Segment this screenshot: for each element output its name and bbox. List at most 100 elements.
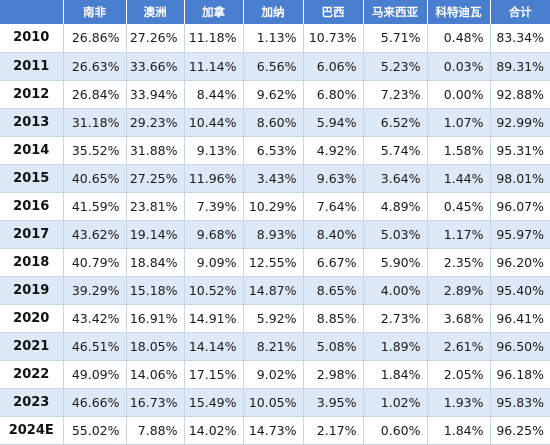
value-cell: 96.41% [490, 304, 550, 333]
value-cell: 14.02% [184, 416, 244, 445]
value-cell: 4.92% [303, 136, 364, 165]
value-cell: 8.44% [184, 80, 244, 109]
value-cell: 9.63% [303, 164, 364, 193]
value-cell: 15.18% [126, 276, 185, 305]
table-row: 2021 46.51% 18.05% 14.14% 8.21% 5.08% 1.89% 2.6… [0, 332, 550, 361]
value-cell: 95.83% [490, 388, 550, 417]
value-cell: 27.25% [126, 164, 185, 193]
year-cell: 2022 [0, 360, 64, 389]
value-cell: 46.51% [63, 332, 127, 361]
table-row: 2019 39.29% 15.18% 10.52% 14.87% 8.65% 4.00% 2.… [0, 276, 550, 305]
value-cell: 6.80% [303, 80, 364, 109]
value-cell: 5.74% [363, 136, 428, 165]
table-header: 南非 澳洲 加拿 加纳 巴西 马来西亚 科特迪瓦 合计 [0, 0, 550, 24]
value-cell: 7.88% [126, 416, 185, 445]
value-cell: 3.68% [427, 304, 491, 333]
value-cell: 9.62% [243, 80, 304, 109]
value-cell: 8.93% [243, 220, 304, 249]
table-row: 2013 31.18% 29.23% 10.44% 8.60% 5.94% 6.52% 1.0… [0, 108, 550, 137]
table-row: 2020 43.42% 16.91% 14.91% 5.92% 8.85% 2.73% 3.6… [0, 304, 550, 333]
year-cell: 2017 [0, 220, 64, 249]
value-cell: 6.67% [303, 248, 364, 277]
value-cell: 43.62% [63, 220, 127, 249]
value-cell: 14.91% [184, 304, 244, 333]
value-cell: 0.48% [427, 24, 491, 53]
year-cell: 2023 [0, 388, 64, 417]
value-cell: 6.53% [243, 136, 304, 165]
table-row: 2011 26.63% 33.66% 11.14% 6.56% 6.06% 5.23% 0.0… [0, 52, 550, 81]
value-cell: 3.64% [363, 164, 428, 193]
value-cell: 12.55% [243, 248, 304, 277]
value-cell: 7.39% [184, 192, 244, 221]
value-cell: 35.52% [63, 136, 127, 165]
value-cell: 0.03% [427, 52, 491, 81]
value-cell: 8.65% [303, 276, 364, 305]
value-cell: 89.31% [490, 52, 550, 81]
year-cell: 2011 [0, 52, 64, 81]
value-cell: 26.63% [63, 52, 127, 81]
header-row: 南非 澳洲 加拿 加纳 巴西 马来西亚 科特迪瓦 合计 [0, 0, 550, 24]
value-cell: 10.05% [243, 388, 304, 417]
value-cell: 0.45% [427, 192, 491, 221]
value-cell: 19.14% [126, 220, 185, 249]
year-cell: 2021 [0, 332, 64, 361]
header-cell: 澳洲 [126, 0, 185, 24]
value-cell: 1.93% [427, 388, 491, 417]
value-cell: 96.20% [490, 248, 550, 277]
value-cell: 11.18% [184, 24, 244, 53]
value-cell: 41.59% [63, 192, 127, 221]
value-cell: 83.34% [490, 24, 550, 53]
header-cell: 巴西 [303, 0, 364, 24]
header-cell: 合计 [508, 5, 532, 19]
value-cell: 1.17% [427, 220, 491, 249]
value-cell: 33.94% [126, 80, 185, 109]
value-cell: 5.03% [363, 220, 428, 249]
value-cell: 43.42% [63, 304, 127, 333]
header-cell: 加纳 [243, 0, 304, 24]
value-cell: 1.84% [427, 416, 491, 445]
value-cell: 92.88% [490, 80, 550, 109]
value-cell: 5.23% [363, 52, 428, 81]
value-cell: 2.73% [363, 304, 428, 333]
year-cell: 2013 [0, 108, 64, 137]
value-cell: 6.52% [363, 108, 428, 137]
value-cell: 95.40% [490, 276, 550, 305]
table-row: 2016 41.59% 23.81% 7.39% 10.29% 7.64% 4.89% 0.4… [0, 192, 550, 221]
value-cell: 95.97% [490, 220, 550, 249]
value-cell: 5.71% [363, 24, 428, 53]
value-cell: 8.40% [303, 220, 364, 249]
value-cell: 26.84% [63, 80, 127, 109]
value-cell: 39.29% [63, 276, 127, 305]
value-cell: 96.07% [490, 192, 550, 221]
value-cell: 96.25% [490, 416, 550, 445]
value-cell: 6.06% [303, 52, 364, 81]
value-cell: 2.61% [427, 332, 491, 361]
value-cell: 0.00% [427, 80, 491, 109]
value-cell: 4.00% [363, 276, 428, 305]
value-cell: 49.09% [63, 360, 127, 389]
header-cell: 科特迪瓦 [427, 0, 491, 24]
value-cell: 31.18% [63, 108, 127, 137]
value-cell: 14.06% [126, 360, 185, 389]
value-cell: 27.26% [126, 24, 185, 53]
year-cell: 2020 [0, 304, 64, 333]
value-cell: 7.23% [363, 80, 428, 109]
value-cell: 92.99% [490, 108, 550, 137]
value-cell: 1.89% [363, 332, 428, 361]
table-row: 2017 43.62% 19.14% 9.68% 8.93% 8.40% 5.03% 1.17… [0, 220, 550, 249]
value-cell: 5.90% [363, 248, 428, 277]
value-cell: 18.05% [126, 332, 185, 361]
value-cell: 9.68% [184, 220, 244, 249]
value-cell: 0.60% [363, 416, 428, 445]
year-cell: 2018 [0, 248, 64, 277]
table-row: 2018 40.79% 18.84% 9.09% 12.55% 6.67% 5.90% 2.3… [0, 248, 550, 277]
header-cell: 加拿 [184, 0, 244, 24]
header-cell: 马来西亚 [363, 0, 428, 24]
value-cell: 40.65% [63, 164, 127, 193]
value-cell: 3.43% [243, 164, 304, 193]
value-cell: 9.09% [184, 248, 244, 277]
value-cell: 2.35% [427, 248, 491, 277]
value-cell: 7.64% [303, 192, 364, 221]
value-cell: 8.60% [243, 108, 304, 137]
table-row: 2014 35.52% 31.88% 9.13% 6.53% 4.92% 5.74% 1.58… [0, 136, 550, 165]
